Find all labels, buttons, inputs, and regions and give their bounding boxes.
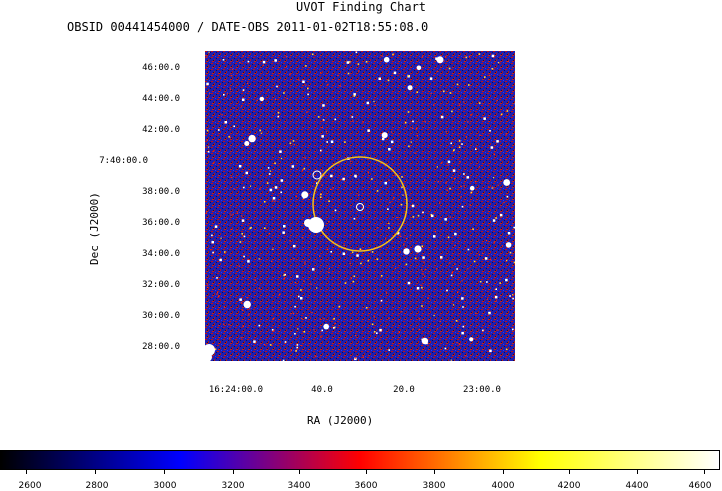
y-tick-label: 36:00.0 xyxy=(100,218,180,228)
colorbar-tick-label: 4600 xyxy=(689,481,712,491)
x-axis-label: RA (J2000) xyxy=(307,414,373,427)
chart-title: UVOT Finding Chart xyxy=(0,0,722,14)
colorbar xyxy=(0,450,720,470)
x-tick-label: 23:00.0 xyxy=(463,385,501,395)
x-tick-label: 20.0 xyxy=(393,385,415,395)
observation-subtitle: OBSID 00441454000 / DATE-OBS 2011-01-02T… xyxy=(67,20,428,34)
colorbar-tick-label: 4000 xyxy=(492,481,515,491)
colorbar-tick-label: 4400 xyxy=(626,481,649,491)
y-tick-label: 34:00.0 xyxy=(100,249,180,259)
y-tick-label: 46:00.0 xyxy=(100,63,180,73)
y-tick-label: 38:00.0 xyxy=(100,187,180,197)
y-tick-label: 44:00.0 xyxy=(100,94,180,104)
colorbar-tick-label: 3800 xyxy=(423,481,446,491)
y-tick-label: 32:00.0 xyxy=(100,280,180,290)
x-tick-label: 16:24:00.0 xyxy=(209,385,263,395)
colorbar-tick-label: 3200 xyxy=(222,481,245,491)
bright-star xyxy=(304,219,312,227)
y-axis-label: Dec (J2000) xyxy=(88,192,101,265)
colorbar-tick-label: 3400 xyxy=(288,481,311,491)
y-tick-label: 7:40:00.0 xyxy=(68,156,148,166)
x-tick-label: 40.0 xyxy=(311,385,333,395)
colorbar-tick-label: 4200 xyxy=(558,481,581,491)
colorbar-tick-label: 3000 xyxy=(154,481,177,491)
sky-image xyxy=(205,51,515,361)
y-tick-label: 42:00.0 xyxy=(100,125,180,135)
y-tick-label: 28:00.0 xyxy=(100,342,180,352)
colorbar-tick-label: 2800 xyxy=(86,481,109,491)
y-tick-label: 30:00.0 xyxy=(100,311,180,321)
colorbar-tick-label: 2600 xyxy=(19,481,42,491)
colorbar-tick-label: 3600 xyxy=(355,481,378,491)
